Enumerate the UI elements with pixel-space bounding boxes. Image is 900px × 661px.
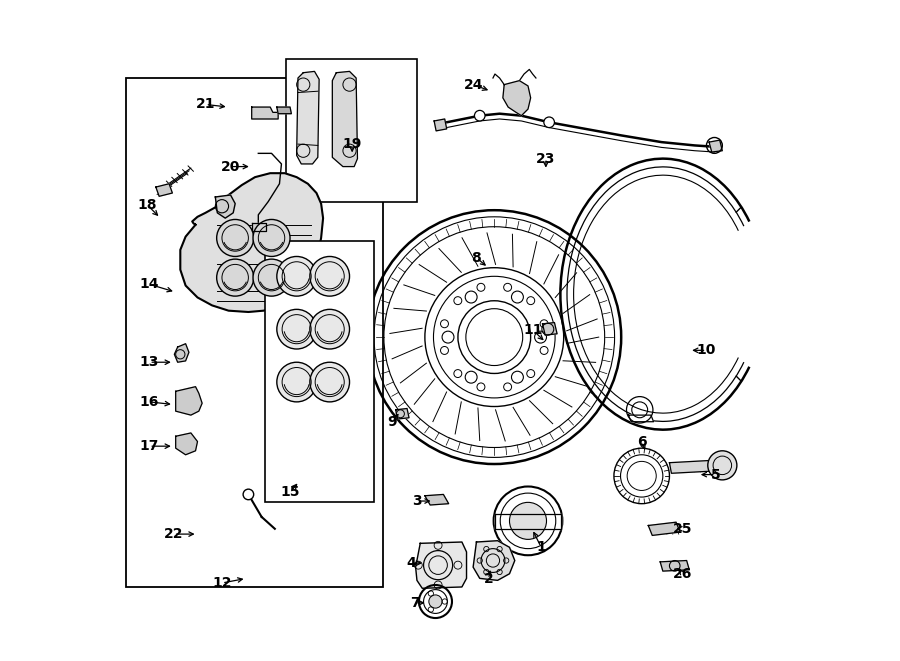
Text: 23: 23 xyxy=(536,151,555,166)
Circle shape xyxy=(310,309,349,349)
Text: 16: 16 xyxy=(140,395,159,409)
Circle shape xyxy=(509,502,546,539)
Polygon shape xyxy=(434,119,446,131)
Polygon shape xyxy=(396,408,409,419)
Polygon shape xyxy=(297,71,320,164)
Text: 5: 5 xyxy=(711,467,721,482)
Text: 17: 17 xyxy=(140,439,159,453)
Polygon shape xyxy=(543,323,557,335)
Text: 11: 11 xyxy=(524,323,543,338)
Polygon shape xyxy=(175,344,189,362)
Text: 26: 26 xyxy=(673,566,692,581)
Circle shape xyxy=(217,219,254,256)
Text: 2: 2 xyxy=(483,572,493,586)
Polygon shape xyxy=(503,81,531,116)
Circle shape xyxy=(707,451,737,480)
Circle shape xyxy=(217,259,254,296)
Text: 7: 7 xyxy=(410,596,419,610)
Text: 15: 15 xyxy=(280,485,300,500)
Polygon shape xyxy=(277,107,292,114)
Text: 6: 6 xyxy=(637,434,646,449)
Polygon shape xyxy=(628,415,653,422)
Text: 18: 18 xyxy=(138,198,157,212)
Polygon shape xyxy=(495,514,561,529)
Bar xyxy=(286,59,417,202)
Circle shape xyxy=(253,259,290,296)
Circle shape xyxy=(277,309,317,349)
Polygon shape xyxy=(670,460,721,473)
Text: 8: 8 xyxy=(472,251,482,265)
Circle shape xyxy=(310,362,349,402)
Circle shape xyxy=(277,362,317,402)
Text: 24: 24 xyxy=(464,77,483,92)
Bar xyxy=(265,241,374,502)
Text: 13: 13 xyxy=(140,355,159,369)
Text: 14: 14 xyxy=(140,277,159,292)
Circle shape xyxy=(474,110,485,121)
Text: 21: 21 xyxy=(195,97,215,112)
Polygon shape xyxy=(416,542,466,588)
Polygon shape xyxy=(709,140,723,152)
Polygon shape xyxy=(176,433,197,455)
Polygon shape xyxy=(252,223,266,231)
Text: 1: 1 xyxy=(536,540,546,555)
Polygon shape xyxy=(176,387,202,415)
Polygon shape xyxy=(252,107,278,119)
Polygon shape xyxy=(648,522,680,535)
Circle shape xyxy=(243,489,254,500)
Text: 4: 4 xyxy=(407,556,417,570)
Text: 9: 9 xyxy=(388,414,397,429)
Polygon shape xyxy=(661,561,689,571)
Text: 20: 20 xyxy=(220,159,240,174)
Circle shape xyxy=(544,117,554,128)
Text: 3: 3 xyxy=(412,494,422,508)
Text: 22: 22 xyxy=(164,527,184,541)
Polygon shape xyxy=(215,195,235,218)
Text: 12: 12 xyxy=(212,576,231,590)
Circle shape xyxy=(277,256,317,296)
Polygon shape xyxy=(425,494,449,505)
Polygon shape xyxy=(332,71,357,167)
Polygon shape xyxy=(180,173,323,312)
Polygon shape xyxy=(156,184,173,196)
Polygon shape xyxy=(473,541,515,580)
Circle shape xyxy=(253,219,290,256)
Bar xyxy=(126,78,382,587)
Text: 25: 25 xyxy=(673,522,692,536)
Circle shape xyxy=(310,256,349,296)
Circle shape xyxy=(428,595,442,608)
Text: 10: 10 xyxy=(697,343,716,358)
Text: 19: 19 xyxy=(343,137,362,151)
